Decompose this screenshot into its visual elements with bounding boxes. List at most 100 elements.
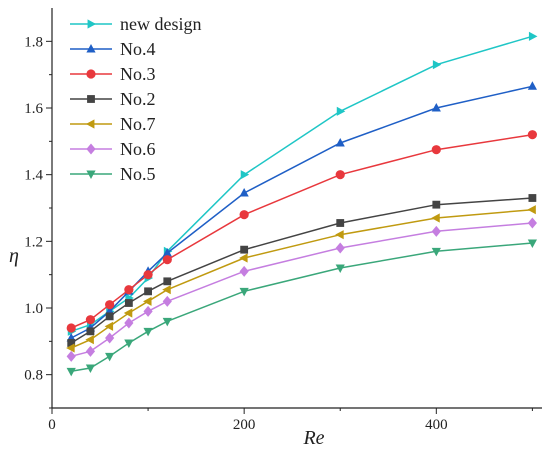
data-point-no-4: [335, 137, 345, 147]
data-point-no-6: [85, 345, 96, 357]
data-point-no-5: [143, 327, 153, 337]
legend-marker: [86, 69, 96, 79]
legend-marker: [86, 143, 96, 155]
data-point-no-6: [431, 225, 441, 237]
data-point-no-3: [143, 270, 153, 280]
data-point-no-5: [527, 239, 537, 249]
data-point-no-2: [67, 339, 76, 347]
data-point-new-design: [336, 106, 346, 116]
data-point-no-7: [431, 213, 440, 223]
data-point-no-5: [66, 367, 76, 377]
data-point-no-2: [336, 219, 345, 227]
data-point-no-5: [124, 339, 134, 349]
data-point-no-2: [86, 327, 95, 336]
series-line-no-3: [70, 133, 533, 329]
data-point-no-2: [432, 200, 441, 209]
legend-item-no-7: No.7: [70, 114, 156, 134]
data-point-no-6: [124, 317, 134, 329]
series-line-no-5: [71, 242, 533, 373]
series-layer: [66, 31, 538, 377]
series-line-no-6: [71, 222, 533, 358]
data-point-new-design: [432, 60, 442, 70]
data-point-no-5: [162, 317, 172, 327]
data-point-no-4: [431, 102, 441, 112]
x-axis-label: Re: [302, 427, 324, 449]
data-point-no-4: [239, 187, 249, 197]
data-point-no-7: [85, 335, 94, 345]
data-point-no-3: [124, 285, 134, 295]
data-point-no-3: [431, 145, 441, 155]
data-point-no-7: [239, 253, 248, 263]
data-point-no-2: [163, 277, 172, 286]
data-point-no-3: [239, 210, 249, 220]
data-point-no-6: [143, 305, 153, 317]
data-point-no-5: [85, 364, 96, 374]
data-point-no-7: [123, 308, 133, 318]
legend-marker: [85, 119, 95, 129]
legend-label: No.7: [120, 114, 156, 134]
series-no-2: [67, 194, 537, 347]
legend-marker: [87, 95, 95, 103]
series-no-6: [66, 217, 537, 362]
legend-item-no-4: No.4: [70, 39, 156, 59]
x-tick-label: 0: [48, 417, 56, 433]
data-point-no-2: [240, 245, 249, 254]
data-point-no-4: [162, 247, 172, 257]
data-point-no-6: [66, 350, 76, 362]
x-tick-label: 200: [233, 417, 256, 433]
legend-item-no-6: No.6: [70, 139, 156, 159]
legend-label: No.5: [120, 164, 156, 184]
y-tick-label: 1.8: [24, 34, 43, 50]
data-point-no-5: [431, 247, 441, 257]
series-no-7: [66, 205, 536, 353]
legend-item-new-design: new design: [70, 14, 201, 34]
legend-marker: [86, 170, 96, 180]
data-point-no-7: [527, 205, 536, 215]
y-axis-label: η: [9, 245, 19, 267]
legend-item-no-3: No.3: [70, 64, 156, 84]
legend: new design No.4 No.3 No.2 No.7 No.6 No.5: [70, 14, 201, 184]
legend-label: No.6: [120, 139, 156, 159]
data-point-no-2: [105, 312, 114, 321]
data-point-no-2: [144, 287, 152, 296]
legend-label: new design: [120, 14, 201, 34]
data-point-no-5: [335, 264, 345, 274]
data-point-new-design: [240, 170, 250, 180]
data-point-no-7: [143, 296, 152, 306]
legend-item-no-2: No.2: [70, 89, 156, 109]
data-point-no-2: [528, 194, 537, 202]
legend-marker: [87, 19, 97, 29]
y-tick-label: 1.0: [24, 301, 43, 317]
data-point-no-7: [162, 285, 171, 295]
data-point-no-3: [162, 255, 172, 265]
data-point-no-3: [335, 170, 345, 180]
data-point-no-7: [104, 321, 114, 331]
data-point-no-6: [162, 295, 172, 307]
data-point-no-3: [105, 300, 115, 310]
series-line-new-design: [70, 35, 533, 333]
legend-marker: [86, 43, 96, 53]
axes: 0 200 400 0.8 1.0 1.2 1.4 1.6 1.8: [24, 8, 542, 433]
legend-label: No.4: [120, 39, 156, 59]
legend-item-no-5: No.5: [70, 164, 156, 184]
series-line-no-4: [70, 85, 533, 339]
data-point-no-6: [239, 265, 249, 277]
y-tick-label: 1.4: [24, 168, 43, 184]
legend-label: No.3: [120, 64, 156, 84]
data-point-no-6: [335, 242, 345, 254]
data-point-no-7: [335, 230, 344, 240]
y-tick-label: 1.6: [24, 101, 43, 117]
data-point-no-6: [105, 332, 115, 344]
data-point-no-2: [124, 299, 133, 307]
data-point-no-3: [85, 315, 96, 325]
y-tick-label: 0.8: [24, 368, 43, 384]
data-point-no-7: [66, 343, 75, 353]
x-tick-label: 400: [425, 417, 448, 433]
y-tick-label: 1.2: [24, 234, 43, 250]
series-no-5: [66, 239, 537, 377]
data-point-no-3: [527, 130, 537, 140]
data-point-no-6: [527, 217, 537, 229]
series-line-no-2: [70, 197, 533, 344]
